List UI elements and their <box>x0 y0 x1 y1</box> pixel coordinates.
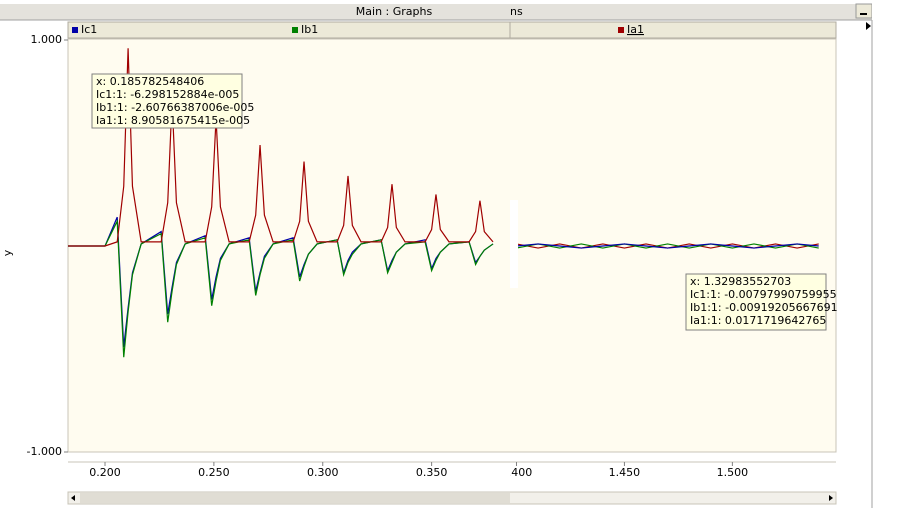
tooltip-box <box>685 273 827 331</box>
series-line <box>68 218 494 358</box>
tooltip-line: Ia1:1: 0.0171719642765 <box>690 314 826 327</box>
legend-bar-left <box>67 21 511 39</box>
series-line <box>516 243 819 249</box>
x-tick-label: 1.500 <box>717 466 749 479</box>
tooltip-line: Ic1:1: -0.00797990759955 <box>690 288 837 301</box>
tooltip-box <box>91 73 243 129</box>
x-tick-label: 0.200 <box>89 466 121 479</box>
tooltip-line: Ib1:1: -0.00919205667691 <box>690 301 838 314</box>
legend-swatch <box>618 27 624 33</box>
right-chart: 1.400 1.450 1.500 <box>501 243 819 479</box>
legend-label: Ia1 <box>627 23 644 36</box>
tooltip-line: x: 1.32983552703 <box>690 275 791 288</box>
side-margin <box>872 0 897 508</box>
title-bar <box>0 4 872 20</box>
x-tick-label: 0.350 <box>416 466 448 479</box>
scroll-thumb[interactable] <box>80 493 510 503</box>
legend-label: Ic1 <box>81 23 97 36</box>
y-axis-label: y <box>1 249 14 256</box>
scroll-right[interactable] <box>829 495 833 501</box>
legend-label: Ib1 <box>301 23 318 36</box>
scroll-arrow[interactable] <box>866 22 871 30</box>
x-tick-label: 1.450 <box>609 466 641 479</box>
x-tick-label: 0.250 <box>198 466 230 479</box>
legend-bar-right <box>509 21 837 39</box>
left-chart: 0.200 0.250 0.300 0.350 <box>68 48 494 479</box>
window-title: Main : Graphs <box>356 5 433 18</box>
title-fragment: ns <box>510 5 523 18</box>
legend-swatch <box>292 27 298 33</box>
tooltip-line: Ic1:1: -6.298152884e-005 <box>96 88 239 101</box>
scroll-left[interactable] <box>71 495 75 501</box>
series-line <box>68 48 494 247</box>
x-tick-label: 1.400 <box>501 466 533 479</box>
tooltip-line: x: 0.185782548406 <box>96 75 204 88</box>
separator <box>510 200 518 288</box>
tooltip-line: Ia1:1: 8.90581675415e-005 <box>96 114 250 127</box>
tooltip-line: Ib1:1: -2.60766387006e-005 <box>96 101 254 114</box>
x-tick-label: 0.300 <box>307 466 339 479</box>
legend-swatch <box>72 27 78 33</box>
y-tick-label: 1.000 <box>31 33 63 46</box>
minimize-button[interactable] <box>855 3 873 19</box>
y-tick-label: -1.000 <box>27 445 62 458</box>
